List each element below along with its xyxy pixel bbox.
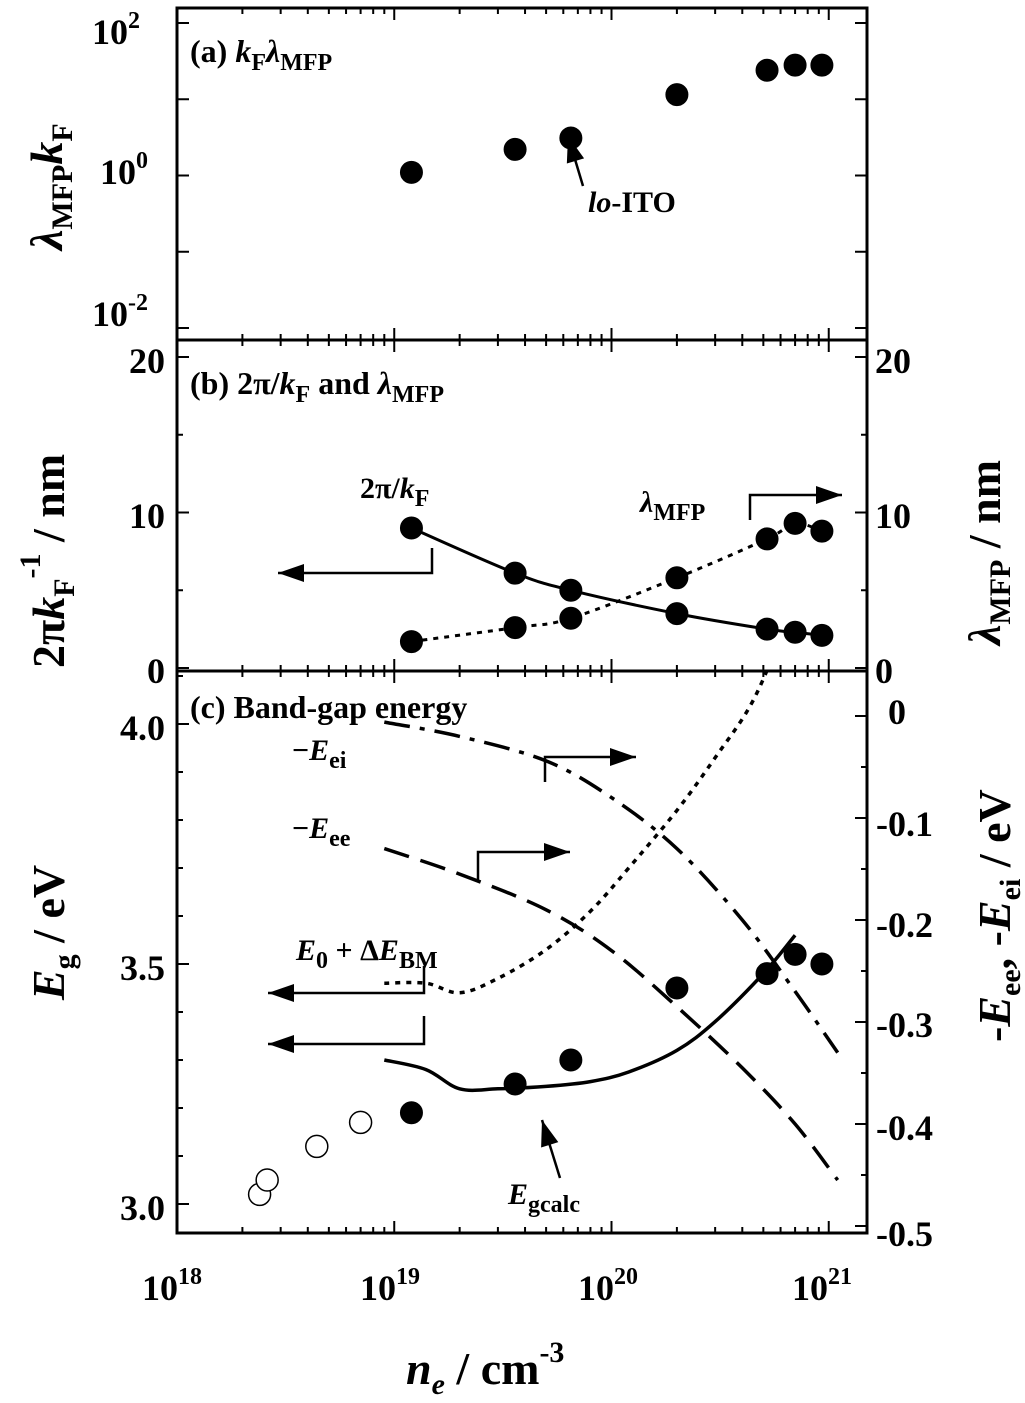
arrow-egcalc-left-head [268, 1035, 294, 1053]
x-tick-label: 1018 [142, 1264, 202, 1308]
b-point-lambda-mfp [665, 566, 689, 590]
c-point-measured [755, 962, 779, 986]
egcalc-pointer-arrow-head [541, 1120, 559, 1148]
b-point-lambda-mfp [783, 511, 807, 535]
a-data-point [503, 137, 527, 161]
arrow-lambda-mfp-right-head [816, 486, 842, 504]
arrow-eei-right-shaft [543, 755, 636, 782]
b-ytick-label-right: 0 [875, 651, 893, 691]
b-ytick-label-left: 10 [129, 496, 165, 536]
arrow-e0-bm-left-head [268, 984, 294, 1002]
b-point-2pi-kf [503, 561, 527, 585]
c-point-measured [665, 976, 689, 1000]
b-point-2pi-kf [783, 620, 807, 644]
lo-ito-annotation: lo-ITO [588, 186, 676, 219]
series-label-egcalc: Egcalc [507, 1178, 580, 1218]
panel-a-title: (a) kFλMFP [190, 33, 332, 76]
c-point-measured [810, 952, 834, 976]
c-ytick-label-left: 4.0 [120, 708, 165, 748]
b-point-lambda-mfp [503, 616, 527, 640]
data-markers [247, 53, 834, 1207]
c-ylabel-right: -Eee, -Eei / eV [969, 789, 1025, 1042]
arrow-eei-right-head [610, 748, 636, 766]
tick-labels: 102 100 10-2 20 10 0 20 10 0 4.0 3.5 3.0… [92, 8, 933, 1308]
a-data-point [783, 53, 807, 77]
b-ytick-label-left: 20 [129, 341, 165, 381]
axis-ticks [176, 8, 867, 1233]
c-point-measured [503, 1072, 527, 1096]
b-ylabel-right: λMFP / nm [959, 460, 1017, 647]
b-point-lambda-mfp [810, 519, 834, 543]
b-point-lambda-mfp [399, 630, 423, 654]
a-data-point [755, 58, 779, 82]
b-point-2pi-kf [665, 602, 689, 626]
series-label-e0-bm: E0 + ΔEBM [295, 934, 438, 974]
axis-arrows [268, 135, 842, 1179]
series-label-eee: −Eee [292, 812, 351, 852]
series-label-2pi-kf: 2π/kF [360, 472, 429, 512]
curve-eee [383, 846, 840, 1182]
curve-e0-bm [384, 671, 769, 995]
b-point-2pi-kf [755, 617, 779, 641]
x-axis-label: ne / cm-3 [406, 1336, 564, 1401]
b-point-2pi-kf [399, 516, 423, 540]
c-ytick-label-left: 3.5 [120, 948, 165, 988]
b-ytick-label-left: 0 [147, 651, 165, 691]
c-ylabel-left: Eg / eV [23, 865, 81, 1001]
x-tick-label: 1021 [792, 1264, 852, 1308]
a-ytick-label: 100 [100, 148, 148, 192]
a-ylabel: λMFPkF [21, 123, 79, 252]
arrow-e0-bm-left-shaft [268, 966, 426, 995]
a-data-point [559, 126, 583, 150]
c-point-measured [399, 1101, 423, 1125]
c-ytick-label-left: 3.0 [120, 1188, 165, 1228]
c-ytick-label-right: -0.2 [876, 905, 933, 945]
b-ytick-label-right: 20 [875, 341, 911, 381]
panel-c-frame [175, 669, 869, 1235]
b-point-lambda-mfp [559, 606, 583, 630]
a-ytick-label: 102 [92, 8, 140, 52]
b-ytick-label-right: 10 [875, 496, 911, 536]
panel-b-title: (b) 2π/kF and λMFP [190, 365, 444, 408]
arrow-2pi-kf-left-shaft [278, 548, 434, 575]
a-data-point [665, 83, 689, 107]
arrow-2pi-kf-left-head [278, 564, 304, 582]
c-point-measured [559, 1048, 583, 1072]
curve-eei [383, 720, 840, 1054]
x-tick-label: 1020 [578, 1264, 638, 1308]
panel-c-curves [383, 671, 840, 1182]
c-point-open [348, 1110, 373, 1135]
c-ytick-label-right: -0.3 [876, 1005, 933, 1045]
c-point-open [305, 1134, 329, 1159]
series-label-lambda-mfp: λMFP [638, 486, 705, 526]
arrow-egcalc-left-shaft [268, 1016, 426, 1046]
b-point-lambda-mfp [755, 527, 779, 551]
a-data-point [810, 53, 834, 77]
panel-c-title: (c) Band-gap energy [190, 689, 467, 725]
c-ytick-label-right: 0 [888, 692, 906, 732]
c-point-open [255, 1168, 279, 1192]
arrow-lambda-mfp-right-shaft [748, 493, 842, 520]
series-label-eei: −Eei [292, 734, 347, 774]
c-ytick-label-right: -0.5 [876, 1214, 933, 1254]
c-point-measured [783, 942, 807, 966]
arrow-eee-right-head [544, 843, 570, 861]
b-ylabel-left: 2πkF-1 / nm [14, 454, 81, 668]
c-ytick-label-right: -0.4 [876, 1108, 933, 1148]
a-data-point [399, 160, 423, 184]
c-ytick-label-right: -0.1 [876, 804, 933, 844]
x-tick-label: 1019 [360, 1264, 420, 1308]
arrow-eee-right-shaft [476, 850, 570, 880]
b-point-2pi-kf [559, 578, 583, 602]
b-point-2pi-kf [810, 623, 834, 647]
curve-egcalc [383, 934, 797, 1093]
a-ytick-label: 10-2 [92, 290, 148, 334]
